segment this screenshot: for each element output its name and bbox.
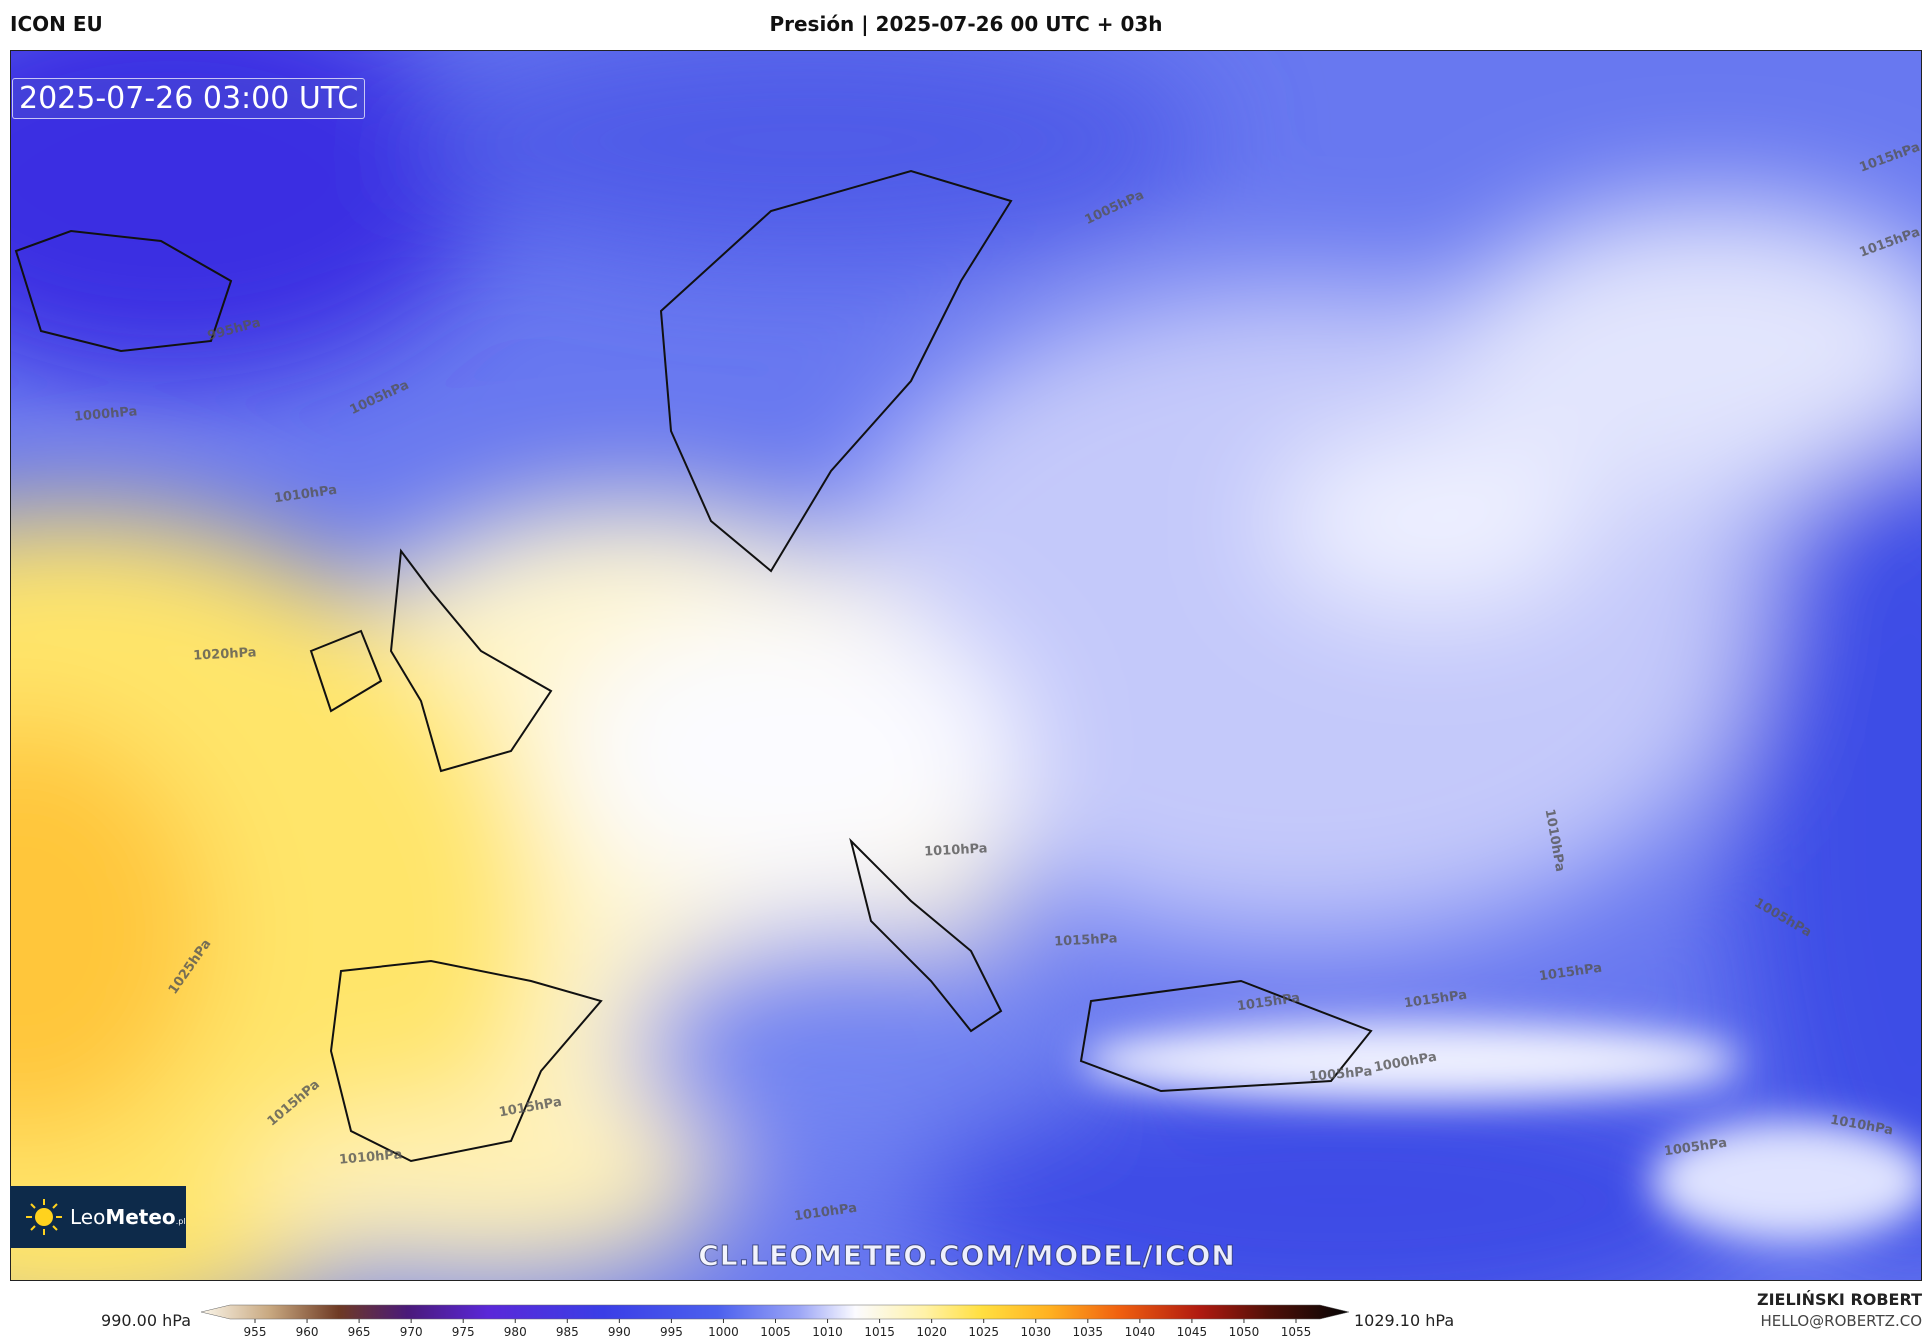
colorbar-tick-label: 1040: [1125, 1325, 1156, 1338]
isobar-label: 1020hPa: [193, 645, 257, 663]
colorbar-tick-label: 1035: [1073, 1325, 1104, 1338]
colorbar-tick-label: 1025: [968, 1325, 999, 1338]
colorbar-tick-label: 955: [244, 1325, 267, 1338]
colorbar-tick-label: 960: [296, 1325, 319, 1338]
colorbar-tick-label: 1030: [1020, 1325, 1051, 1338]
colorbar-bar: [200, 1304, 1350, 1320]
colorbar-tick-label: 1055: [1281, 1325, 1312, 1338]
colorbar-tick-label: 975: [452, 1325, 475, 1338]
logo-leo: Leo: [70, 1205, 106, 1229]
colorbar-tick-label: 1050: [1229, 1325, 1260, 1338]
isobar-label: 1005hPa: [1308, 1064, 1372, 1084]
isobar-label: 1010hPa: [924, 841, 988, 859]
author: ZIELIŃSKI ROBERT: [1756, 1290, 1922, 1309]
colorbar-tick-label: 1000: [708, 1325, 739, 1338]
colorbar-max: 1029.10 hPa: [1354, 1311, 1455, 1330]
logo-meteo: Meteo: [105, 1205, 176, 1229]
model-name: ICON EU: [10, 12, 103, 36]
colorbar-tick-label: 965: [348, 1325, 371, 1338]
email: HELLO@ROBERTZ.CO: [1760, 1312, 1922, 1330]
title: Presión | 2025-07-26 00 UTC + 03h: [769, 12, 1163, 36]
isobar-label: 1015hPa: [1054, 931, 1118, 949]
map: 995hPa 1000hPa 1005hPa 1010hPa 1020hPa 1025hP…: [10, 50, 1922, 1281]
colorbar-tick-label: 1015: [864, 1325, 895, 1338]
colorbar-tick-label: 1045: [1177, 1325, 1208, 1338]
colorbar-tick-label: 1010: [812, 1325, 843, 1338]
colorbar-tick-label: 1005: [760, 1325, 791, 1338]
colorbar-tick-label: 995: [660, 1325, 683, 1338]
colorbar-tick-label: 985: [556, 1325, 579, 1338]
logo: Leo Meteo .pl: [10, 1186, 186, 1248]
colorbar-tick-label: 980: [504, 1325, 527, 1338]
colorbar-tick-label: 1020: [916, 1325, 947, 1338]
isobar-label: 1000hPa: [73, 404, 137, 424]
colorbar-min: 990.00 hPa: [101, 1311, 191, 1330]
timestamp: 2025-07-26 03:00 UTC: [12, 78, 366, 119]
logo-suffix: .pl: [175, 1216, 186, 1226]
watermark: CL.LEOMETEO.COM/MODEL/ICON: [698, 1239, 1236, 1273]
colorbar-tick-label: 990: [608, 1325, 631, 1338]
colorbar-tick-label: 970: [400, 1325, 423, 1338]
isobar-label: 1010hPa: [338, 1147, 402, 1167]
logo-sun: [26, 1199, 62, 1235]
